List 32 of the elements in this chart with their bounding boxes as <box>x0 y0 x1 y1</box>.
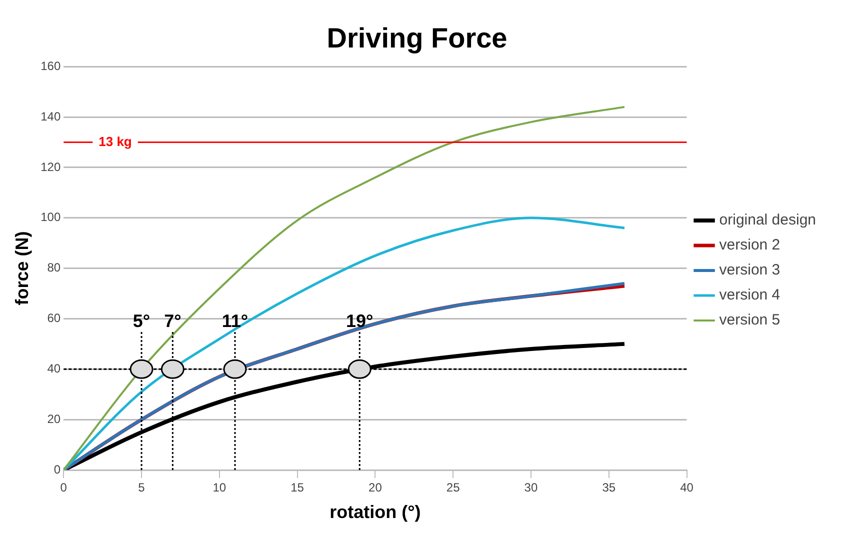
annotation: 11° <box>222 311 248 332</box>
annotation: 7° <box>164 311 182 332</box>
legend-label: version 4 <box>719 286 780 304</box>
ref-line-label: 13 kg <box>98 134 132 149</box>
chart-title: Driving Force <box>326 22 508 54</box>
line-series <box>64 216 626 470</box>
x-tick-label: 35 <box>602 480 616 495</box>
x-axis-title: rotation (°) <box>330 502 421 522</box>
y-tick-label: 80 <box>47 260 61 275</box>
legend-label: original design <box>719 212 816 229</box>
y-axis-title: force (N) <box>12 231 32 306</box>
x-tick-label: 15 <box>290 480 304 495</box>
y-tick-label: 140 <box>40 109 61 124</box>
annotation: 19° <box>346 311 374 332</box>
y-tick-label: 20 <box>47 412 61 426</box>
x-tick-label: 40 <box>680 480 694 495</box>
legend-label: version 5 <box>719 312 780 329</box>
y-tick-label: 60 <box>47 311 61 326</box>
y-tick-label: 40 <box>47 361 61 376</box>
x-tick-label: 30 <box>524 480 538 495</box>
x-tick-label: 10 <box>212 480 226 495</box>
y-tick-label: 0 <box>54 462 61 476</box>
x-tick-label: 20 <box>368 480 382 495</box>
legend-label: version 2 <box>719 236 780 254</box>
y-tick-label: 100 <box>40 210 61 224</box>
legend-label: version 3 <box>719 262 780 279</box>
x-tick-label: 5 <box>138 480 146 495</box>
y-tick-label: 120 <box>40 160 61 174</box>
y-tick-label: 160 <box>40 58 61 73</box>
annotation: 5° <box>132 311 150 332</box>
x-tick-label: 25 <box>446 480 460 495</box>
line-series <box>64 106 626 470</box>
